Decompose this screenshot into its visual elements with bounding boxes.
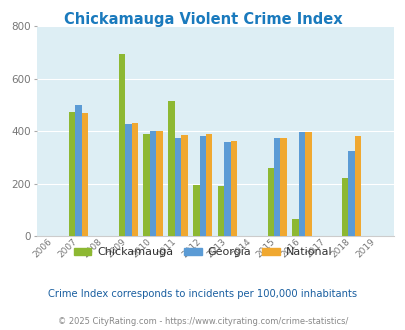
Bar	[230, 141, 237, 236]
Text: © 2025 CityRating.com - https://www.cityrating.com/crime-statistics/: © 2025 CityRating.com - https://www.city…	[58, 317, 347, 326]
Text: Crime Index corresponds to incidents per 100,000 inhabitants: Crime Index corresponds to incidents per…	[48, 289, 357, 299]
Bar	[280, 138, 286, 236]
Bar	[125, 124, 131, 236]
Bar	[181, 135, 187, 236]
Bar	[305, 132, 311, 236]
Bar	[217, 186, 224, 236]
Bar	[224, 142, 230, 236]
Bar	[267, 168, 273, 236]
Bar	[131, 123, 138, 236]
Bar	[174, 138, 181, 236]
Bar	[341, 178, 347, 236]
Legend: Chickamauga, Georgia, National: Chickamauga, Georgia, National	[69, 243, 336, 262]
Bar	[69, 112, 75, 236]
Bar	[156, 131, 162, 236]
Bar	[298, 132, 305, 236]
Bar	[354, 136, 360, 236]
Bar	[75, 105, 82, 236]
Bar	[199, 136, 205, 236]
Bar	[193, 185, 199, 236]
Bar	[273, 138, 280, 236]
Text: Chickamauga Violent Crime Index: Chickamauga Violent Crime Index	[64, 12, 341, 26]
Bar	[292, 219, 298, 236]
Bar	[149, 131, 156, 236]
Bar	[82, 113, 88, 236]
Bar	[143, 134, 149, 236]
Bar	[205, 134, 212, 236]
Bar	[347, 151, 354, 236]
Bar	[118, 54, 125, 236]
Bar	[168, 101, 174, 236]
